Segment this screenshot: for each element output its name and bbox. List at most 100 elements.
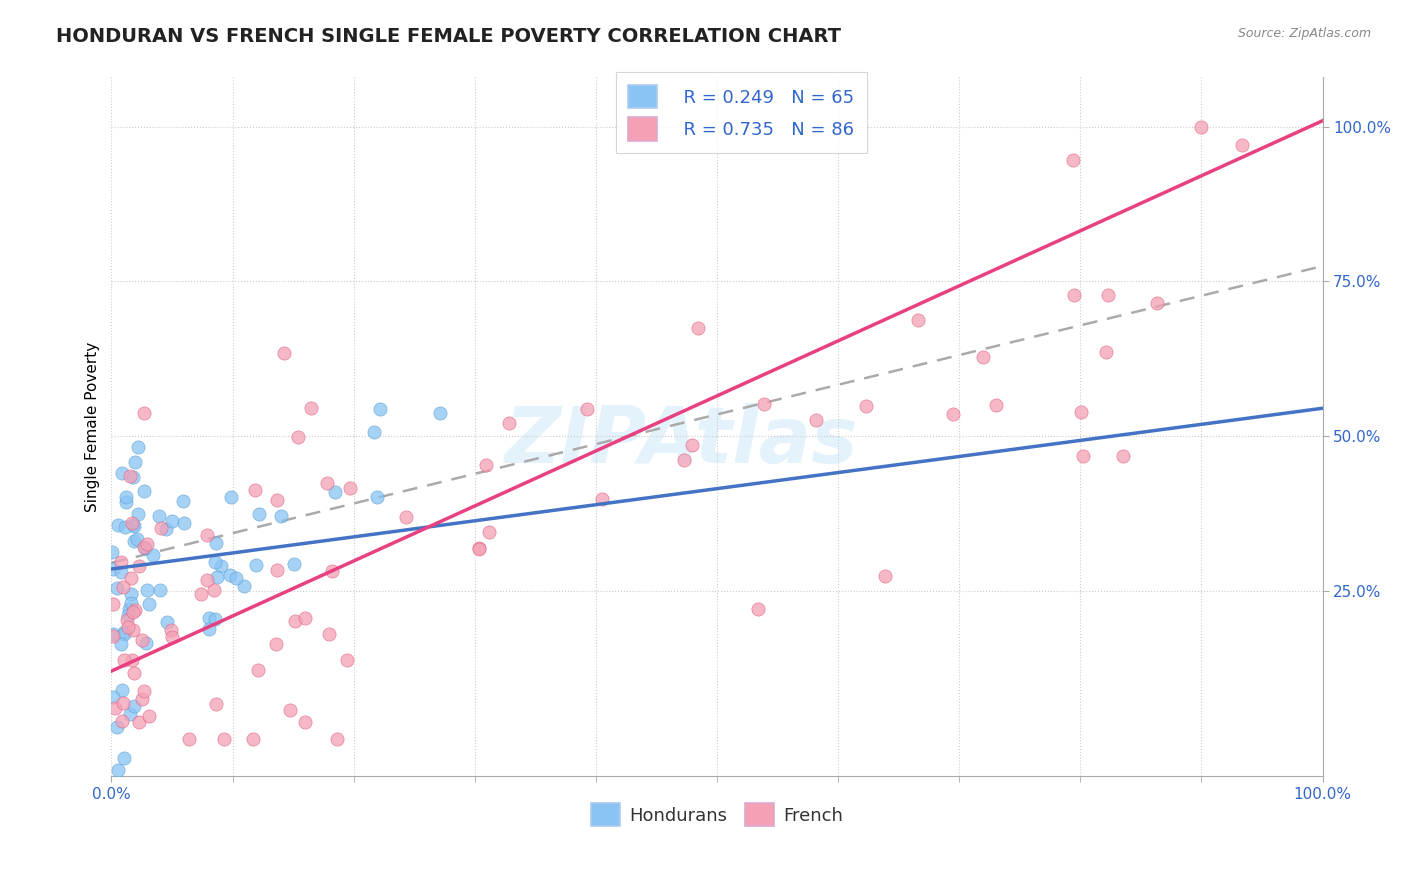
- Point: [110, 554, 132, 568]
- Point: [117, 608, 139, 623]
- Point: [366, 490, 388, 504]
- Point: [111, 466, 134, 480]
- Point: [218, 567, 240, 582]
- Point: [972, 350, 994, 364]
- Point: [875, 568, 897, 582]
- Point: [198, 610, 221, 624]
- Point: [112, 653, 135, 667]
- Point: [138, 597, 160, 611]
- Point: [283, 557, 305, 571]
- Point: [242, 732, 264, 747]
- Point: [135, 636, 157, 650]
- Point: [131, 632, 153, 647]
- Point: [754, 397, 776, 411]
- Point: [212, 732, 235, 747]
- Point: [247, 663, 270, 677]
- Point: [149, 582, 172, 597]
- Point: [148, 508, 170, 523]
- Y-axis label: Single Female Poverty: Single Female Poverty: [86, 342, 100, 512]
- Point: [270, 508, 292, 523]
- Point: [1146, 296, 1168, 310]
- Point: [155, 522, 177, 536]
- Point: [132, 540, 155, 554]
- Point: [101, 597, 124, 611]
- Point: [233, 579, 256, 593]
- Point: [468, 541, 491, 555]
- Point: [266, 492, 288, 507]
- Point: [114, 750, 136, 764]
- Point: [121, 653, 143, 667]
- Point: [294, 715, 316, 730]
- Point: [156, 615, 179, 629]
- Point: [1112, 449, 1135, 463]
- Point: [124, 519, 146, 533]
- Point: [105, 582, 128, 596]
- Point: [245, 483, 267, 497]
- Point: [122, 518, 145, 533]
- Point: [475, 458, 498, 473]
- Point: [142, 548, 165, 562]
- Point: [478, 525, 501, 540]
- Point: [468, 542, 491, 557]
- Point: [294, 611, 316, 625]
- Point: [122, 469, 145, 483]
- Point: [138, 708, 160, 723]
- Point: [205, 569, 228, 583]
- Point: [205, 536, 228, 550]
- Point: [197, 622, 219, 636]
- Point: [103, 627, 125, 641]
- Point: [115, 494, 138, 508]
- Point: [160, 631, 183, 645]
- Point: [204, 583, 226, 598]
- Point: [103, 629, 125, 643]
- Point: [225, 571, 247, 585]
- Point: [120, 587, 142, 601]
- Legend: Hondurans, French: Hondurans, French: [583, 796, 851, 833]
- Point: [942, 407, 965, 421]
- Point: [204, 555, 226, 569]
- Point: [266, 563, 288, 577]
- Point: [284, 615, 307, 629]
- Point: [195, 528, 218, 542]
- Point: [363, 425, 385, 439]
- Point: [688, 321, 710, 335]
- Point: [110, 565, 132, 579]
- Point: [591, 491, 613, 506]
- Point: [907, 313, 929, 327]
- Point: [101, 545, 124, 559]
- Text: ZIPAtlas: ZIPAtlas: [503, 403, 858, 479]
- Point: [122, 666, 145, 681]
- Point: [339, 482, 361, 496]
- Point: [136, 583, 159, 598]
- Point: [299, 401, 322, 415]
- Point: [101, 562, 124, 576]
- Point: [120, 571, 142, 585]
- Point: [128, 559, 150, 574]
- Point: [575, 401, 598, 416]
- Point: [173, 516, 195, 531]
- Point: [111, 714, 134, 729]
- Point: [287, 430, 309, 444]
- Point: [127, 440, 149, 454]
- Point: [112, 627, 135, 641]
- Point: [162, 514, 184, 528]
- Point: [105, 720, 128, 734]
- Point: [177, 732, 200, 747]
- Point: [368, 402, 391, 417]
- Point: [273, 346, 295, 360]
- Point: [804, 412, 827, 426]
- Point: [118, 602, 141, 616]
- Point: [115, 613, 138, 627]
- Point: [122, 534, 145, 549]
- Point: [120, 707, 142, 722]
- Point: [124, 455, 146, 469]
- Point: [172, 493, 194, 508]
- Point: [112, 580, 135, 594]
- Point: [1062, 153, 1084, 168]
- Point: [110, 637, 132, 651]
- Point: [104, 701, 127, 715]
- Point: [1095, 345, 1118, 359]
- Point: [321, 564, 343, 578]
- Point: [127, 507, 149, 521]
- Point: [111, 682, 134, 697]
